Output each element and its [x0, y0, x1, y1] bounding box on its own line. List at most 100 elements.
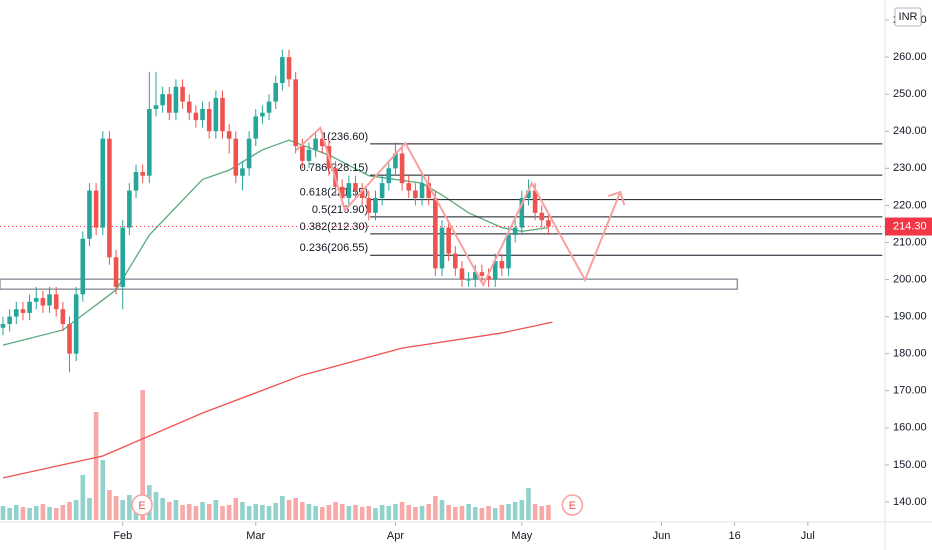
volume-bar	[7, 508, 12, 520]
volume-bar	[27, 508, 32, 520]
candle-body	[386, 168, 392, 184]
event-label: E	[569, 500, 576, 512]
volume-bar	[246, 506, 252, 520]
candle-body	[366, 197, 372, 213]
y-tick-label: 220.00	[893, 199, 927, 211]
plot-area: 1(236.60)0.786(228.15)0.618(221.55)0.5(2…	[0, 49, 885, 520]
candle-body	[200, 108, 205, 121]
volume-bar	[13, 505, 19, 520]
last-price-box	[885, 217, 932, 236]
volume-bar	[379, 505, 385, 520]
event-marker	[561, 494, 584, 516]
candle-body	[73, 294, 79, 354]
x-tick-label: Feb	[113, 530, 132, 542]
volume-bar	[60, 505, 66, 520]
volume-bar	[532, 504, 538, 520]
volume-bar	[226, 505, 232, 520]
candle-body	[506, 235, 511, 269]
candle-body	[286, 57, 292, 80]
volume-bar	[73, 500, 79, 520]
candle-body	[166, 94, 172, 113]
volume-bar	[492, 508, 498, 520]
candle-body	[512, 227, 518, 236]
candle-body	[127, 190, 132, 228]
event-marker	[131, 494, 153, 516]
candle-body	[280, 57, 285, 84]
x-tick-label: Jul	[801, 530, 815, 542]
volume-bar	[280, 496, 285, 520]
volume-bar	[406, 505, 412, 520]
volume-bar	[293, 498, 298, 520]
volume-bar	[220, 506, 225, 520]
volume-bar	[393, 504, 398, 520]
volume-bar	[286, 500, 292, 520]
candle-body	[107, 138, 112, 258]
projection-path	[295, 126, 622, 288]
volume-bar	[100, 460, 106, 520]
volume-bar	[266, 506, 272, 520]
volume-bar	[459, 506, 465, 520]
candle-body	[206, 108, 212, 132]
candle-body	[0, 324, 6, 328]
candle-body	[339, 186, 345, 198]
volume-bar	[160, 498, 165, 520]
volume-bar	[53, 508, 59, 520]
volume-bar	[333, 502, 338, 520]
volume-bar	[479, 508, 485, 520]
y-tick-label: 180.00	[893, 348, 927, 360]
volume-bar	[466, 504, 471, 520]
volume-bar	[273, 503, 279, 520]
candle-body	[246, 138, 252, 169]
axes: 140.00 150.00 160.00 170.00 180.00 190.00 200.…	[113, 7, 932, 542]
candle-body	[379, 183, 385, 198]
volume-bar	[366, 506, 372, 520]
candle-body	[33, 298, 39, 302]
candle-body	[193, 112, 199, 121]
volume-bar	[260, 505, 265, 520]
x-tick-label: Apr	[387, 530, 404, 542]
fib-label: 0.5(216.90)	[312, 204, 368, 216]
volume-bar	[93, 412, 99, 520]
volume-bar	[20, 507, 26, 520]
moving-average	[2, 139, 549, 346]
volume-bar	[193, 506, 199, 520]
candle-body	[433, 197, 438, 269]
volume-bar	[300, 502, 305, 520]
volume-bar	[486, 506, 491, 520]
volume-bar	[127, 495, 132, 520]
candle-body	[426, 183, 431, 198]
candle-body	[20, 309, 26, 313]
volume-bar	[346, 506, 352, 520]
volume-bar	[120, 500, 126, 520]
fib-label: 1(236.60)	[321, 131, 368, 143]
volume-bar	[386, 506, 392, 520]
x-tick-label: May	[511, 530, 532, 542]
volume-bar	[213, 500, 219, 520]
candle-body	[446, 227, 451, 254]
candle-body	[532, 190, 538, 213]
candle-body	[40, 298, 46, 306]
volume-bar	[546, 505, 551, 520]
volume-bar	[67, 502, 72, 520]
candle-body	[233, 138, 239, 176]
candle-body	[147, 108, 152, 176]
moving-average	[2, 321, 553, 479]
volume-bar	[519, 500, 525, 520]
y-tick-label: 230.00	[893, 162, 927, 174]
volume-bar	[499, 505, 505, 520]
support-zone	[0, 278, 739, 290]
fib-label: 0.382(212.30)	[300, 221, 369, 233]
volume-bar	[359, 507, 365, 520]
y-tick-label: 170.00	[893, 385, 927, 397]
candle-body	[260, 112, 265, 117]
candle-body	[359, 190, 365, 198]
volume-bar	[33, 506, 39, 520]
candle-body	[373, 197, 378, 213]
candle-body	[479, 272, 485, 276]
volume-bar	[0, 506, 6, 520]
candle-body	[133, 172, 139, 191]
volume-bar	[87, 498, 92, 520]
candle-body	[300, 146, 305, 161]
candle-body	[419, 183, 425, 198]
